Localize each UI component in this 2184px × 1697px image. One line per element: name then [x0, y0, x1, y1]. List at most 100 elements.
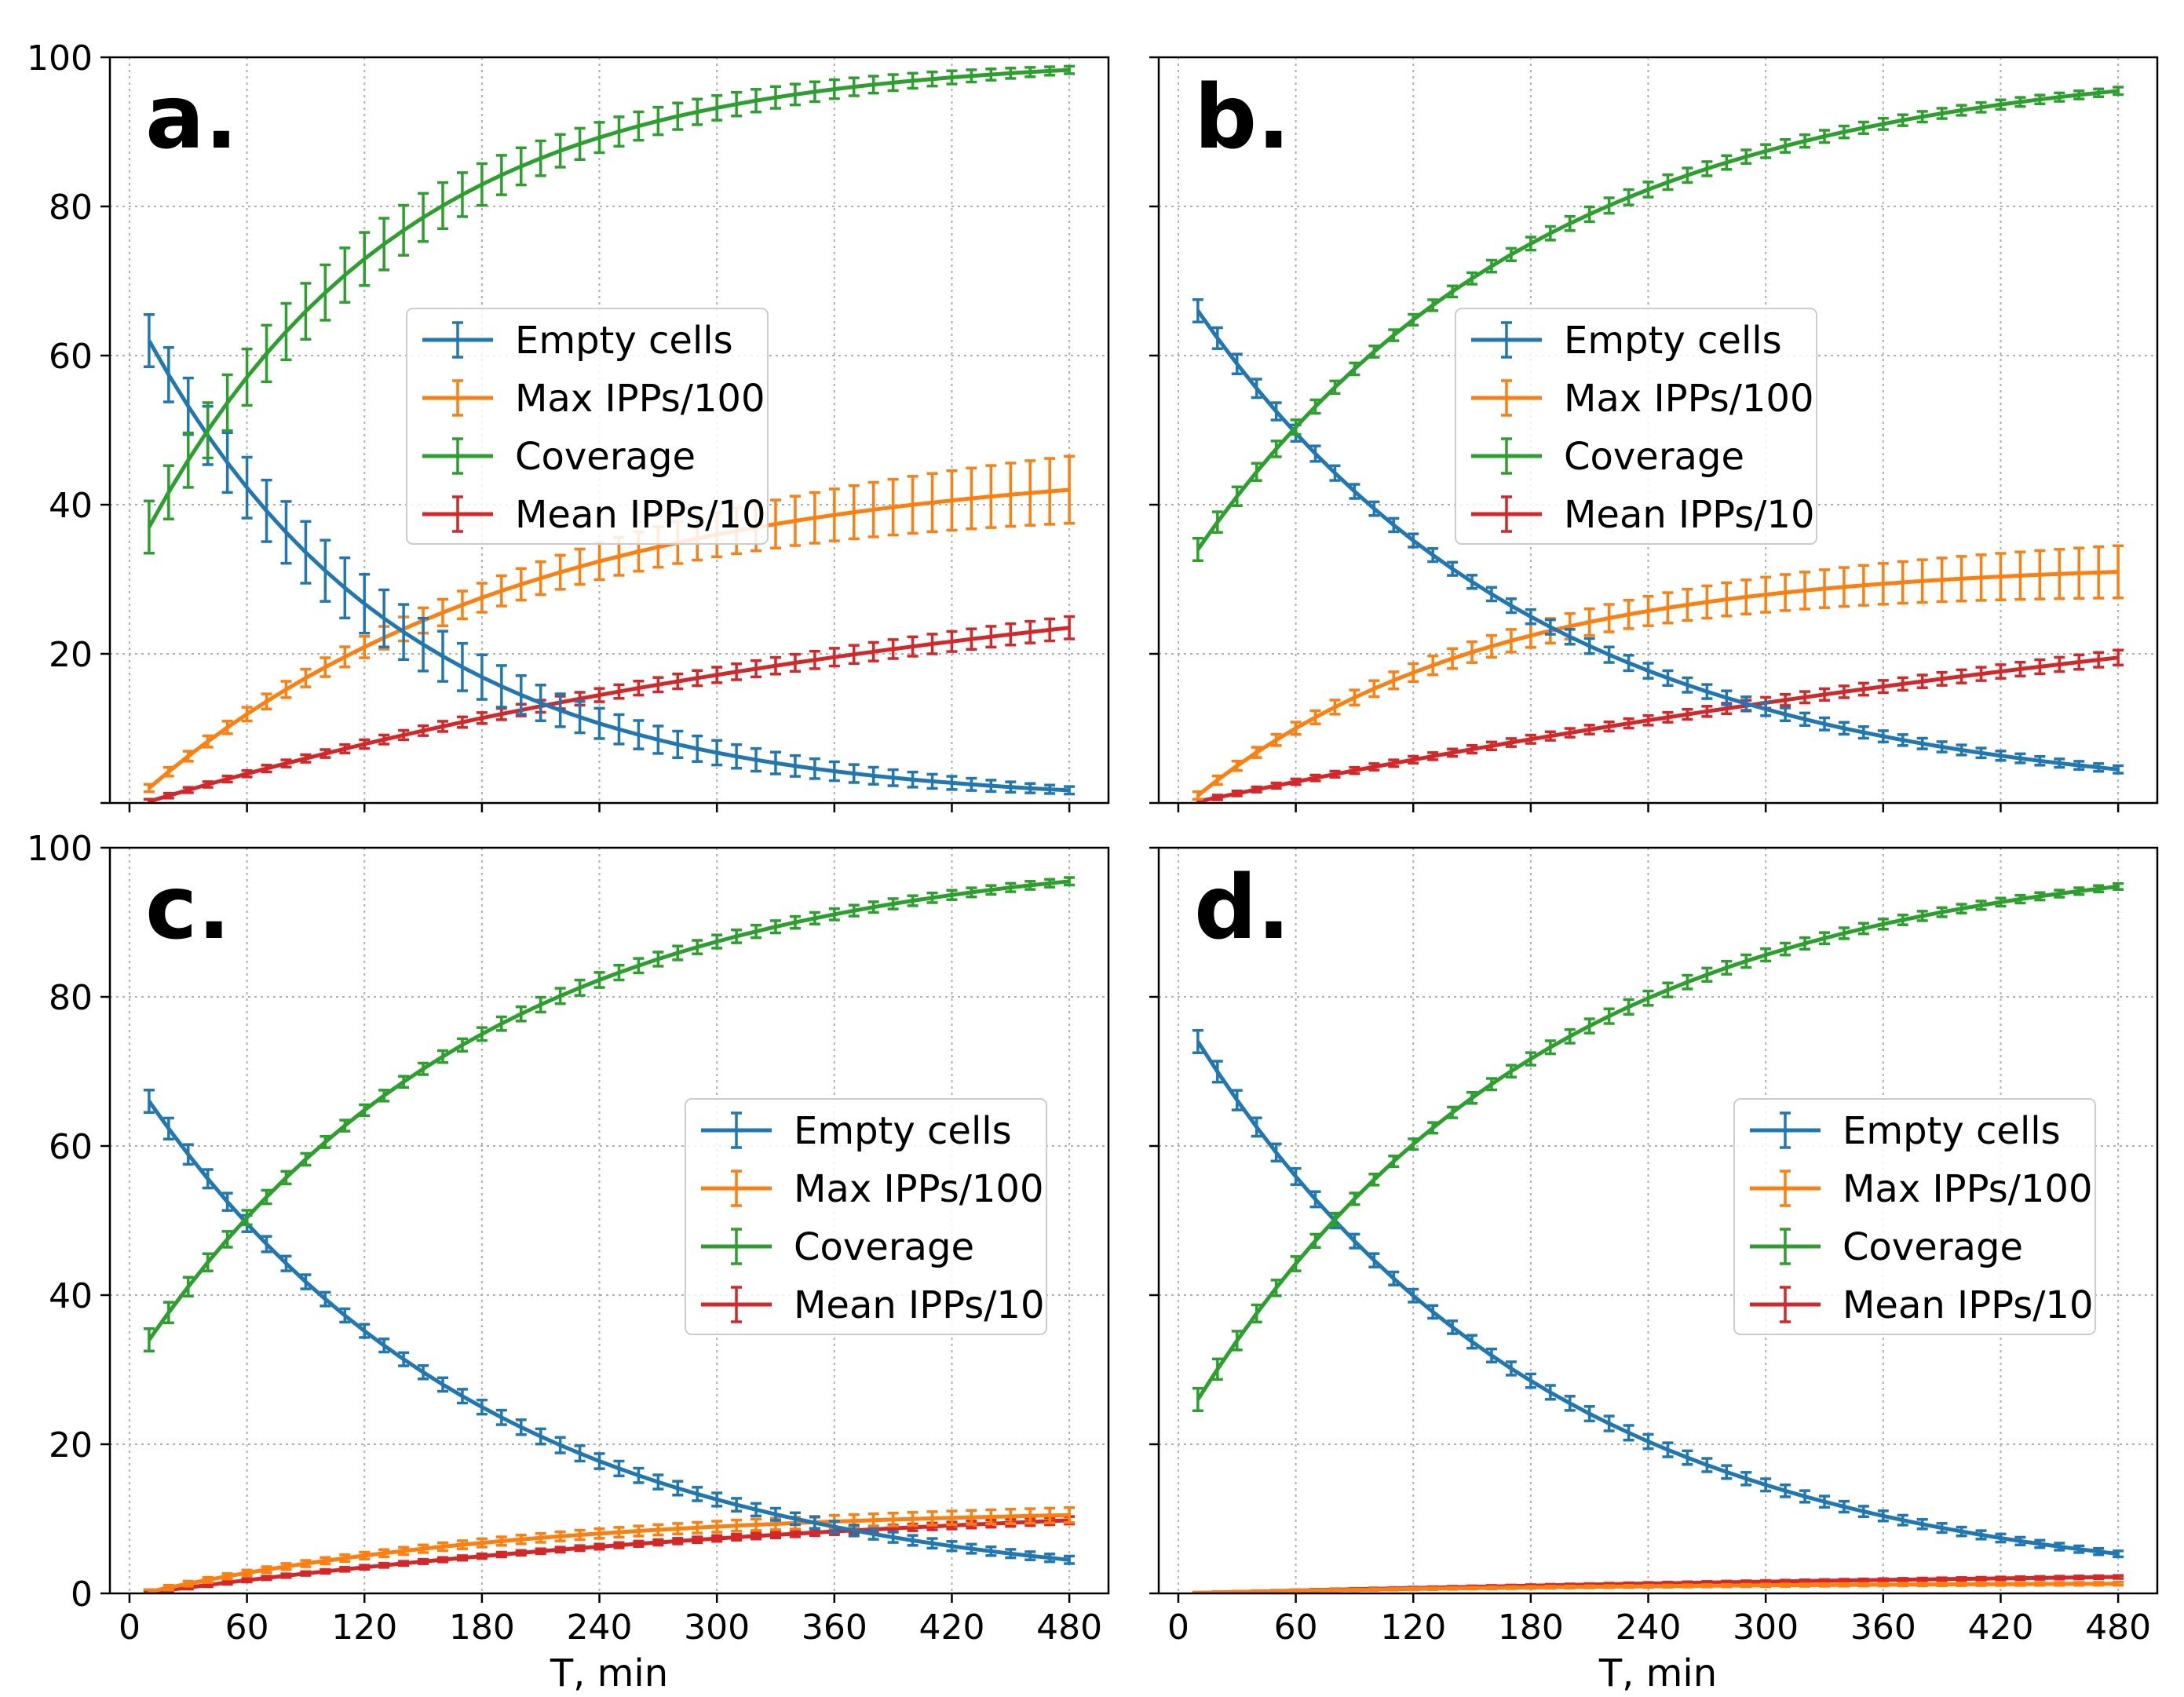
axes-frame — [1157, 846, 2159, 1595]
legend-label: Max IPPs/100 — [1843, 1167, 2093, 1211]
y-tick-label: 40 — [49, 486, 93, 526]
y-tick-label: 100 — [27, 38, 93, 78]
series-mean — [143, 615, 1076, 803]
series-empty — [143, 313, 1076, 796]
panel-a: 20 40 60 80 100 a. Empty cells Max IPPs/100 Cove… — [27, 38, 1110, 812]
legend-label: Mean IPPs/10 — [794, 1283, 1045, 1327]
x-tick-label: 180 — [449, 1608, 515, 1648]
panel-label: b. — [1194, 67, 1291, 169]
plot-area — [143, 876, 1076, 1593]
y-tick-label: 60 — [49, 1127, 93, 1167]
x-tick-label: 480 — [2085, 1608, 2151, 1648]
legend-item-max: Max IPPs/100 — [1750, 1167, 2093, 1211]
y-axis — [1149, 56, 1159, 805]
y-tick-label: 80 — [49, 188, 93, 228]
y-axis — [1149, 846, 1159, 1595]
axes-frame — [108, 56, 1110, 805]
legend-label: Coverage — [515, 435, 696, 479]
series-line-empty — [147, 1100, 1070, 1562]
series-line-mean — [148, 626, 1070, 803]
series-coverage — [1192, 86, 2124, 562]
series-line-coverage — [1196, 89, 2119, 551]
series-line-coverage — [147, 879, 1070, 1341]
x-axis — [1177, 803, 2120, 812]
x-tick-label: 420 — [919, 1608, 984, 1648]
legend-item-coverage: Coverage — [701, 1225, 974, 1269]
legend: Empty cells Max IPPs/100 Coverage Mean IPPs… — [1455, 308, 1817, 545]
legend-label: Mean IPPs/10 — [515, 493, 766, 537]
series-max — [1192, 544, 2124, 801]
legend-item-mean: Mean IPPs/10 — [1750, 1283, 2094, 1327]
legend-box — [406, 308, 769, 545]
legend-item-mean: Mean IPPs/10 — [1471, 493, 1815, 537]
series-line-mean — [1197, 655, 2119, 803]
legend-item-max: Max IPPs/100 — [422, 377, 765, 421]
legend-item-mean: Mean IPPs/10 — [422, 493, 766, 537]
legend-item-max: Max IPPs/100 — [1471, 377, 1814, 421]
series-line-max — [148, 487, 1070, 790]
legend-item-coverage: Coverage — [422, 435, 696, 479]
legend: Empty cells Max IPPs/100 Coverage Mean IPPs… — [1733, 1098, 2096, 1335]
legend-label: Coverage — [1564, 435, 1744, 479]
legend-item-max: Max IPPs/100 — [701, 1167, 1044, 1211]
legend-label: Max IPPs/100 — [794, 1167, 1044, 1211]
x-tick-label: 180 — [1498, 1608, 1564, 1648]
legend: Empty cells Max IPPs/100 Coverage Mean IPPs… — [406, 308, 769, 545]
legend-box — [1733, 1098, 2096, 1335]
axes-frame — [108, 846, 1110, 1595]
x-tick-label: 0 — [119, 1608, 141, 1648]
x-tick-label: 360 — [802, 1608, 867, 1648]
legend-item-empty: Empty cells — [701, 1109, 1012, 1153]
panel-d: 0 60 120 180 240 300 360 420 480 T, min d. Empty ce… — [1149, 846, 2159, 1695]
series-empty — [1192, 1029, 2124, 1559]
legend-box — [685, 1098, 1047, 1335]
y-tick-label: 20 — [49, 1425, 93, 1465]
panel-c: 0 60 120 180 240 300 360 420 480 T, min 0 20 40 60 80 1… — [27, 829, 1110, 1695]
axes-frame — [1157, 56, 2159, 805]
legend-label: Empty cells — [794, 1109, 1012, 1153]
panel-b: b. Empty cells Max IPPs/100 Coverage Mean IP… — [1149, 56, 2159, 812]
x-tick-label: 360 — [1850, 1608, 1916, 1648]
legend-item-empty: Empty cells — [1471, 319, 1782, 363]
y-tick-label: 100 — [27, 829, 93, 869]
x-tick-label: 60 — [1274, 1608, 1318, 1648]
legend-label: Empty cells — [1843, 1109, 2061, 1153]
series-mean — [1192, 648, 2124, 803]
panels: 20 40 60 80 100 a. Empty cells Max IPPs/100 Cove… — [27, 38, 2159, 1695]
legend-item-mean: Mean IPPs/10 — [701, 1283, 1045, 1327]
plot-area — [1192, 86, 2124, 803]
y-tick-label: 80 — [49, 978, 93, 1018]
legend-item-coverage: Coverage — [1471, 435, 1744, 479]
y-tick-label: 40 — [49, 1276, 93, 1316]
y-axis: 0 20 40 60 80 100 — [27, 829, 110, 1615]
panel-label: d. — [1194, 857, 1291, 959]
x-axis-label: T, min — [550, 1651, 668, 1695]
series-max — [1192, 1581, 2124, 1593]
plot-area — [1192, 881, 2124, 1593]
x-tick-label: 120 — [1380, 1608, 1446, 1648]
y-axis: 20 40 60 80 100 — [27, 38, 110, 805]
x-tick-label: 120 — [331, 1608, 397, 1648]
x-tick-label: 480 — [1036, 1608, 1102, 1648]
series-line-max — [1197, 1582, 2119, 1593]
x-tick-label: 240 — [567, 1608, 633, 1648]
x-axis-label: T, min — [1598, 1651, 1717, 1695]
legend-label: Coverage — [794, 1225, 974, 1269]
series-coverage — [143, 876, 1076, 1352]
y-tick-label: 20 — [49, 635, 93, 675]
x-tick-label: 420 — [1967, 1608, 2033, 1648]
series-max — [143, 1506, 1076, 1593]
legend: Empty cells Max IPPs/100 Coverage Mean IPPs… — [685, 1098, 1047, 1335]
legend-label: Empty cells — [515, 319, 733, 363]
series-coverage — [143, 64, 1076, 555]
legend-item-empty: Empty cells — [1750, 1109, 2061, 1153]
y-tick-label: 60 — [49, 337, 93, 377]
legend-label: Empty cells — [1564, 319, 1782, 363]
series-coverage — [1192, 881, 2124, 1412]
series-line-empty — [147, 339, 1070, 793]
x-axis — [128, 803, 1071, 812]
x-axis: 0 60 120 180 240 300 360 420 480 T, min — [119, 1593, 1102, 1695]
series-line-max — [148, 1513, 1070, 1593]
x-tick-label: 300 — [684, 1608, 750, 1648]
